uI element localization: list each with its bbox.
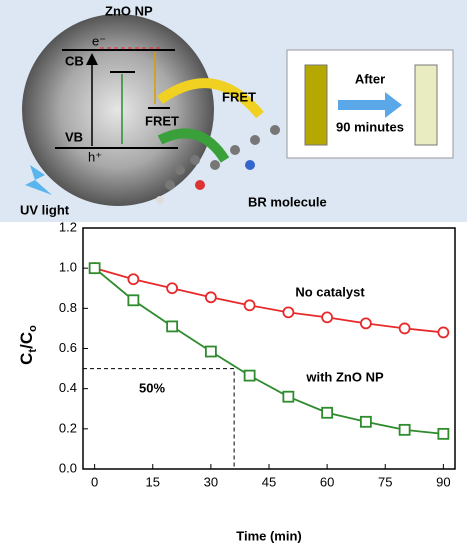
- label: BR molecule: [248, 194, 327, 209]
- marker: [359, 415, 372, 428]
- marker: [282, 390, 295, 403]
- label: VB: [65, 129, 83, 144]
- label: CB: [65, 53, 84, 68]
- marker: [398, 423, 411, 436]
- x-tick-label: 45: [262, 474, 276, 489]
- marker: [127, 294, 140, 307]
- label: e⁻: [92, 33, 106, 48]
- y-axis-label-part: t: [27, 349, 39, 353]
- x-axis-label: Time (min): [236, 528, 302, 543]
- x-tick-label: 15: [146, 474, 160, 489]
- y-tick-label: 1.0: [59, 260, 77, 275]
- fret-arrow: [157, 128, 230, 163]
- series-label: No catalyst: [295, 284, 365, 299]
- series-line: [94, 267, 444, 435]
- label: 90 minutes: [336, 119, 404, 134]
- y-tick-label: 0.6: [59, 340, 77, 355]
- vial-after: [414, 64, 438, 146]
- marker: [398, 322, 411, 335]
- marker: [282, 306, 295, 319]
- label: FRET: [145, 113, 179, 128]
- marker: [204, 345, 217, 358]
- series-label: with ZnO NP: [305, 369, 384, 384]
- diagram: ZnO NP CB VB e⁻ h⁺ FRET FRET UV light BR…: [0, 0, 467, 222]
- y-tick-label: 0.2: [59, 420, 77, 435]
- marker: [243, 299, 256, 312]
- marker: [359, 317, 372, 330]
- marker: [88, 262, 101, 275]
- x-tick-label: 30: [204, 474, 218, 489]
- annotation: 50%: [139, 380, 165, 395]
- label: UV light: [20, 202, 70, 217]
- particle: [22, 14, 214, 206]
- x-tick-label: 0: [91, 474, 98, 489]
- half-life-guide: [83, 368, 235, 469]
- marker: [437, 326, 450, 339]
- x-tick-label: 90: [436, 474, 450, 489]
- y-axis-label-part: o: [27, 325, 39, 332]
- uv-bolt: [25, 165, 52, 195]
- x-tick-label: 75: [378, 474, 392, 489]
- after-arrow: [338, 92, 402, 118]
- y-axis-label-part: C: [17, 353, 36, 365]
- marker: [166, 320, 179, 333]
- marker: [166, 282, 179, 295]
- y-tick-label: 0.4: [59, 380, 77, 395]
- label: ZnO NP: [105, 3, 153, 18]
- series-line: [94, 267, 444, 334]
- label: After: [355, 71, 385, 86]
- label: FRET: [222, 89, 256, 104]
- vial-before: [304, 64, 328, 146]
- marker: [321, 406, 334, 419]
- y-tick-label: 0.0: [59, 460, 77, 475]
- x-tick-label: 60: [320, 474, 334, 489]
- label: h⁺: [88, 149, 102, 164]
- chart: 0.0 0.2 0.4 0.6 0.8 1.0 1.2 0 15 30 45 60 75 90 Time (…: [17, 219, 456, 543]
- marker: [127, 273, 140, 286]
- y-tick-label: 0.8: [59, 300, 77, 315]
- marker: [243, 369, 256, 382]
- marker: [204, 291, 217, 304]
- y-tick-label: 1.2: [59, 219, 77, 234]
- marker: [321, 311, 334, 324]
- marker: [437, 427, 450, 440]
- fret-arrow: [157, 78, 264, 119]
- y-axis-label: Ct/Co: [17, 325, 38, 365]
- y-axis-label-part: /C: [17, 332, 36, 349]
